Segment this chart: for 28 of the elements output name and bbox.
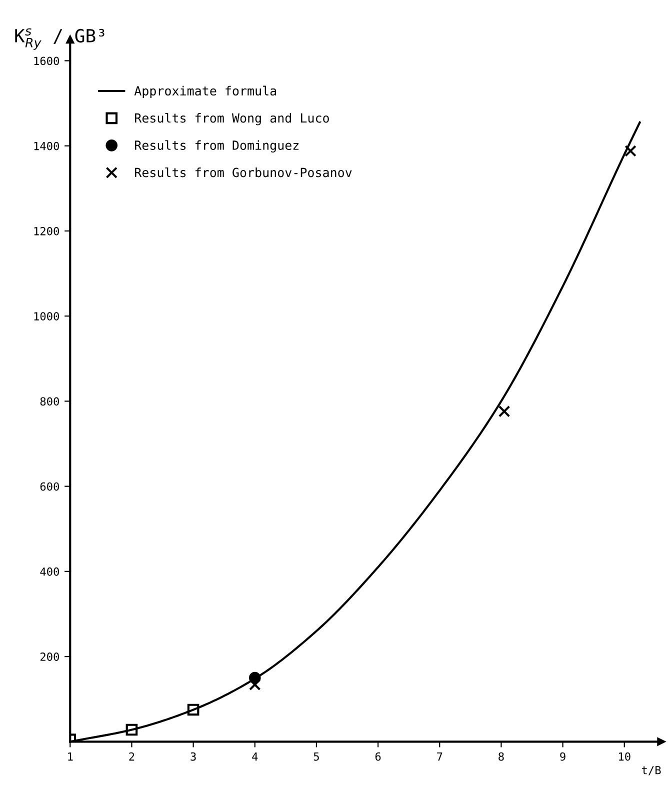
point <box>187 704 200 716</box>
y-tick-label: 1200 <box>34 226 60 236</box>
x-tick-label: 10 <box>619 752 630 761</box>
y-tick-label: 600 <box>40 482 60 491</box>
y-tick-label: 800 <box>40 397 60 406</box>
y-tick-label: 400 <box>40 567 60 576</box>
legend-label: Results from Wong and Luco <box>135 112 329 126</box>
legend-label: Approximate formula <box>134 86 276 98</box>
y-tick-label: 1000 <box>34 312 60 320</box>
y-tick-label: 1400 <box>34 142 60 150</box>
x-axis-title: t/B <box>642 766 661 776</box>
x-tick-label: 7 <box>437 752 442 761</box>
x-tick-label: 2 <box>129 752 134 761</box>
point <box>624 145 636 157</box>
y-tick-label: 200 <box>40 652 60 661</box>
x-tick-label: 5 <box>314 752 319 761</box>
x-tick-label: 6 <box>375 752 381 761</box>
x-tick-label: 3 <box>190 752 196 761</box>
x-tick-label: 1 <box>68 752 73 761</box>
point <box>126 724 138 736</box>
point <box>498 406 510 418</box>
x-tick-label: 4 <box>252 752 258 761</box>
y-axis-title: K$^{s}$$_{Ry}$ / GB³ <box>15 28 104 50</box>
legend-label: Results from Dominguez <box>135 140 299 152</box>
y-tick-label: 1600 <box>34 56 60 66</box>
x-tick-label: 9 <box>560 752 566 761</box>
legend-label: Results from Gorbunov-Posanov <box>135 167 352 178</box>
x-tick-label: 8 <box>498 752 504 761</box>
